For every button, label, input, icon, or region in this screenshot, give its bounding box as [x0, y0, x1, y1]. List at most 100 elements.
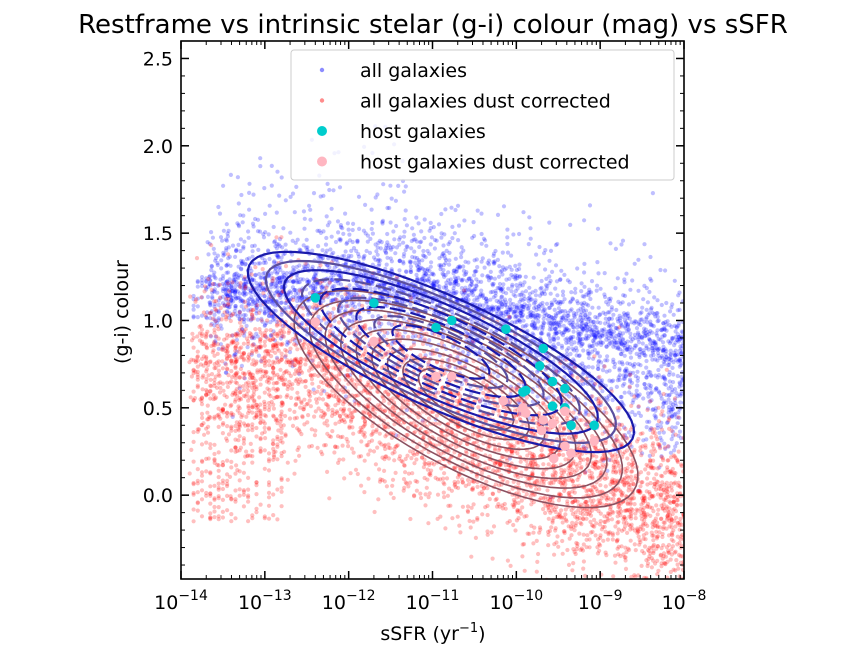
cloud-point — [304, 237, 309, 242]
cloud-point — [605, 354, 610, 359]
cloud-point — [648, 323, 654, 328]
cloud-point — [242, 290, 247, 295]
cloud-point — [611, 329, 617, 334]
cloud-point — [616, 408, 621, 413]
cloud-point — [645, 300, 651, 305]
cloud-point — [425, 248, 430, 254]
cloud-point — [553, 286, 558, 291]
cloud-point — [662, 313, 667, 318]
cloud-point — [366, 310, 371, 315]
cloud-point — [555, 293, 560, 298]
cloud-point — [248, 318, 253, 323]
cloud-point — [418, 240, 423, 245]
cloud-point — [608, 331, 613, 336]
cloud-point — [494, 298, 499, 303]
cloud-point — [361, 228, 366, 233]
cloud-point — [653, 416, 658, 421]
cloud-point — [446, 242, 451, 247]
cloud-point — [206, 252, 211, 257]
cloud-point — [485, 274, 490, 279]
cloud-point — [224, 222, 229, 227]
cloud-point — [434, 347, 439, 353]
cloud-point — [479, 231, 484, 237]
cloud-point — [466, 260, 471, 265]
cloud-point — [649, 278, 654, 283]
cloud-point — [664, 349, 669, 354]
cloud-point — [479, 211, 484, 216]
cloud-point — [224, 317, 229, 322]
cloud-point — [448, 503, 453, 508]
cloud-point — [680, 377, 684, 383]
cloud-point — [216, 368, 221, 373]
cloud-point — [285, 393, 290, 398]
cloud-point — [413, 260, 418, 265]
cloud-point — [672, 350, 677, 355]
cloud-point — [349, 446, 355, 451]
cloud-point — [224, 238, 229, 243]
cloud-point — [677, 290, 682, 295]
cloud-point — [278, 292, 283, 297]
cloud-point — [363, 202, 368, 207]
cloud-point — [248, 290, 253, 295]
cloud-point — [668, 309, 673, 314]
cloud-point — [621, 376, 626, 381]
cloud-point — [595, 320, 600, 325]
cloud-point — [225, 234, 230, 239]
cloud-point — [233, 294, 238, 299]
cloud-point — [488, 269, 493, 274]
cloud-point — [255, 217, 261, 222]
chart-title: Restframe vs intrinsic stelar (g-i) colo… — [78, 10, 788, 40]
cloud-point — [631, 300, 636, 305]
cloud-point — [669, 335, 675, 341]
cloud-point — [527, 215, 532, 220]
cloud-point — [520, 304, 525, 309]
cloud-point — [666, 410, 671, 415]
cloud-point — [559, 331, 564, 336]
cloud-point — [259, 275, 264, 280]
cloud-point — [596, 271, 601, 276]
cloud-point — [599, 360, 604, 365]
cloud-point — [630, 410, 635, 415]
cloud-point — [271, 224, 276, 230]
cloud-point — [291, 268, 296, 273]
cloud-point — [401, 240, 406, 245]
cloud-point — [443, 261, 448, 266]
cloud-point — [250, 221, 256, 226]
cloud-point — [517, 266, 522, 272]
cloud-point — [479, 288, 484, 293]
cloud-point — [208, 323, 213, 328]
cloud-point — [209, 230, 214, 235]
cloud-point — [265, 318, 270, 323]
cloud-point — [217, 282, 222, 287]
cloud-point — [596, 358, 602, 363]
cloud-point — [426, 279, 431, 284]
cloud-point — [205, 410, 210, 415]
cloud-point — [277, 193, 282, 198]
cloud-point — [239, 298, 244, 303]
cloud-point — [646, 347, 651, 352]
cloud-point — [647, 453, 652, 458]
cloud-point — [514, 283, 519, 288]
cloud-point — [657, 390, 662, 395]
cloud-point — [616, 319, 621, 324]
cloud-point — [561, 452, 566, 458]
cloud-point — [437, 284, 442, 289]
cloud-point — [417, 244, 422, 250]
cloud-point — [596, 363, 601, 368]
cloud-point — [587, 545, 592, 550]
cloud-point — [624, 347, 629, 352]
cloud-point — [263, 230, 268, 235]
cloud-point — [444, 285, 449, 290]
cloud-point — [345, 267, 351, 272]
cloud-point — [438, 267, 443, 272]
cloud-point — [377, 321, 382, 326]
cloud-point — [594, 454, 599, 459]
cloud-point — [213, 299, 219, 304]
cloud-point — [246, 256, 252, 261]
cloud-point — [464, 357, 469, 362]
cloud-point — [670, 380, 676, 385]
cloud-point — [570, 346, 575, 351]
cloud-point — [586, 303, 591, 308]
cloud-point — [469, 282, 474, 287]
cloud-point — [536, 341, 542, 346]
